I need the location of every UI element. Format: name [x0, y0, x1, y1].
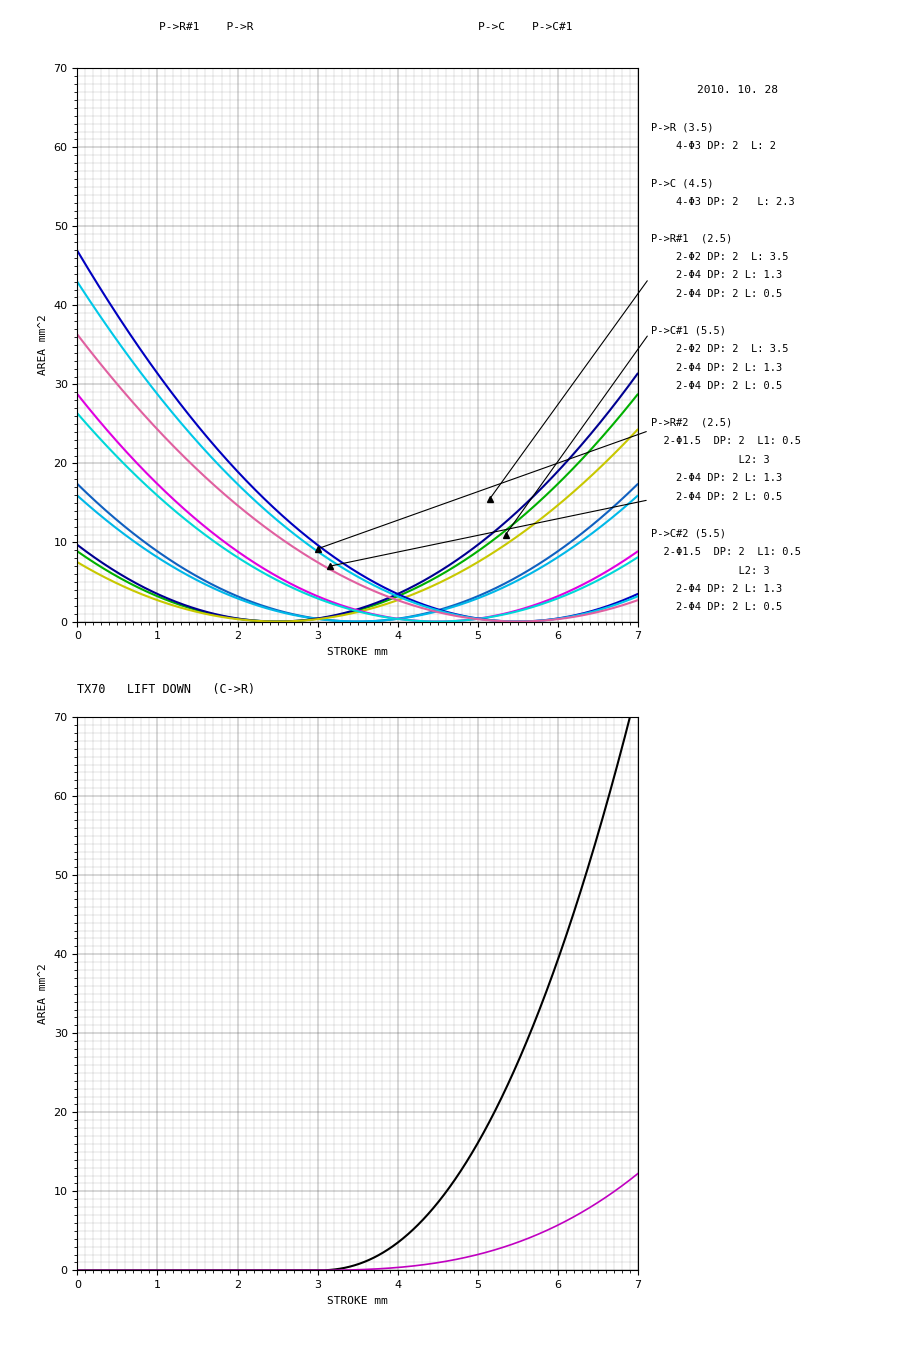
Text: P->R#1  (2.5): P->R#1 (2.5) — [651, 234, 732, 243]
X-axis label: STROKE mm: STROKE mm — [327, 1296, 388, 1306]
Text: P->R (3.5): P->R (3.5) — [651, 123, 714, 133]
Text: 2-Φ4 DP: 2 L: 1.3: 2-Φ4 DP: 2 L: 1.3 — [651, 474, 783, 484]
Text: P->C    P->C#1: P->C P->C#1 — [478, 22, 573, 31]
Text: 2010. 10. 28: 2010. 10. 28 — [697, 85, 778, 94]
Text: 4-Φ3 DP: 2   L: 2.3: 4-Φ3 DP: 2 L: 2.3 — [651, 197, 795, 206]
Y-axis label: AREA mm^2: AREA mm^2 — [38, 314, 48, 376]
Text: P->R#2  (2.5): P->R#2 (2.5) — [651, 418, 732, 428]
Text: 2-Φ4 DP: 2 L: 0.5: 2-Φ4 DP: 2 L: 0.5 — [651, 381, 783, 391]
Text: L2: 3: L2: 3 — [651, 566, 770, 575]
Text: 2-Φ1.5  DP: 2  L1: 0.5: 2-Φ1.5 DP: 2 L1: 0.5 — [651, 437, 802, 447]
Text: 2-Φ4 DP: 2 L: 0.5: 2-Φ4 DP: 2 L: 0.5 — [651, 290, 783, 299]
Text: 2-Φ4 DP: 2 L: 0.5: 2-Φ4 DP: 2 L: 0.5 — [651, 602, 783, 612]
Y-axis label: AREA mm^2: AREA mm^2 — [38, 963, 48, 1024]
Text: P->C#2 (5.5): P->C#2 (5.5) — [651, 529, 726, 538]
Text: 2-Φ1.5  DP: 2  L1: 0.5: 2-Φ1.5 DP: 2 L1: 0.5 — [651, 548, 802, 557]
Text: P->C (4.5): P->C (4.5) — [651, 179, 714, 189]
Text: L2: 3: L2: 3 — [651, 455, 770, 464]
Text: 2-Φ4 DP: 2 L: 1.3: 2-Φ4 DP: 2 L: 1.3 — [651, 270, 783, 280]
X-axis label: STROKE mm: STROKE mm — [327, 647, 388, 657]
Text: P->R#1    P->R: P->R#1 P->R — [159, 22, 253, 31]
Text: P->C#1 (5.5): P->C#1 (5.5) — [651, 326, 726, 336]
Text: 4-Φ3 DP: 2  L: 2: 4-Φ3 DP: 2 L: 2 — [651, 142, 776, 152]
Text: 2-Φ2 DP: 2  L: 3.5: 2-Φ2 DP: 2 L: 3.5 — [651, 344, 789, 354]
Text: 2-Φ2 DP: 2  L: 3.5: 2-Φ2 DP: 2 L: 3.5 — [651, 251, 789, 262]
Text: 2-Φ4 DP: 2 L: 1.3: 2-Φ4 DP: 2 L: 1.3 — [651, 585, 783, 594]
Text: TX70   LIFT DOWN   (C->R): TX70 LIFT DOWN (C->R) — [77, 683, 256, 695]
Text: 2-Φ4 DP: 2 L: 0.5: 2-Φ4 DP: 2 L: 0.5 — [651, 492, 783, 501]
Text: 2-Φ4 DP: 2 L: 1.3: 2-Φ4 DP: 2 L: 1.3 — [651, 363, 783, 373]
